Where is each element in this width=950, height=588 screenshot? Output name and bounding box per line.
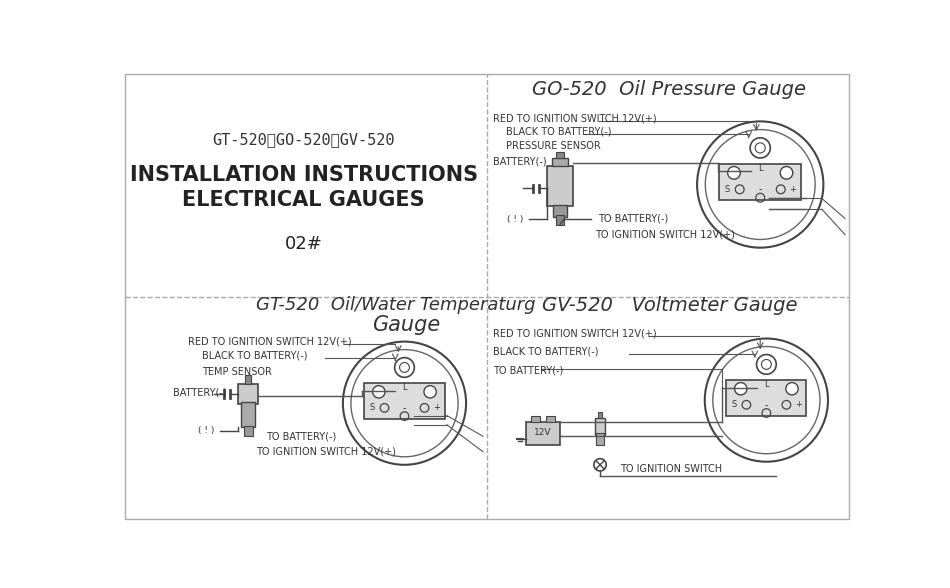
Text: -: - <box>765 400 769 410</box>
Bar <box>595 418 605 435</box>
Text: 02#: 02# <box>285 235 323 253</box>
Text: L: L <box>402 383 407 392</box>
Circle shape <box>424 386 436 398</box>
Text: TO BATTERY(-): TO BATTERY(-) <box>598 213 669 223</box>
Text: RED TO IGNITION SWITCH 12V(+): RED TO IGNITION SWITCH 12V(+) <box>188 336 352 346</box>
Text: BLACK TO BATTERY(-): BLACK TO BATTERY(-) <box>202 350 308 360</box>
Text: ( ! ): ( ! ) <box>507 215 523 223</box>
Text: GO-520  Oil Pressure Gauge: GO-520 Oil Pressure Gauge <box>532 81 807 99</box>
Text: 12V: 12V <box>534 428 552 437</box>
Text: PRESSURE SENSOR: PRESSURE SENSOR <box>506 141 600 151</box>
Circle shape <box>786 383 798 395</box>
Text: TO BATTERY(-): TO BATTERY(-) <box>493 366 563 376</box>
Text: L: L <box>758 163 763 173</box>
Text: TEMP SENSOR: TEMP SENSOR <box>202 368 272 377</box>
Bar <box>553 205 567 217</box>
Text: S: S <box>725 185 730 194</box>
Bar <box>531 416 540 422</box>
Bar <box>598 412 602 418</box>
Bar <box>556 152 564 158</box>
Text: GT-520、GO-520、GV-520: GT-520、GO-520、GV-520 <box>213 132 395 148</box>
Text: RED TO IGNITION SWITCH 12V(+): RED TO IGNITION SWITCH 12V(+) <box>493 113 656 123</box>
Text: +: + <box>795 400 802 409</box>
Text: TO BATTERY(-): TO BATTERY(-) <box>266 432 336 442</box>
Bar <box>238 384 258 404</box>
Bar <box>245 375 251 384</box>
Circle shape <box>372 386 385 398</box>
Text: S: S <box>732 400 737 409</box>
Circle shape <box>780 166 793 179</box>
Circle shape <box>728 166 740 179</box>
Circle shape <box>734 383 747 395</box>
Text: ( ! ): ( ! ) <box>198 426 214 436</box>
Bar <box>547 166 573 206</box>
Text: -: - <box>403 403 407 413</box>
Text: S: S <box>370 403 375 412</box>
Bar <box>556 215 564 225</box>
Text: TO IGNITION SWITCH 12V(+): TO IGNITION SWITCH 12V(+) <box>256 447 396 457</box>
Bar <box>552 158 568 166</box>
Text: BLACK TO BATTERY(-): BLACK TO BATTERY(-) <box>493 346 598 356</box>
Bar <box>365 383 445 419</box>
Text: L: L <box>764 380 769 389</box>
Text: +: + <box>789 185 796 194</box>
Bar <box>727 380 807 416</box>
Bar <box>526 422 560 445</box>
Bar <box>597 433 604 445</box>
Text: BLACK TO BATTERY(-): BLACK TO BATTERY(-) <box>506 126 612 136</box>
Text: RED TO IGNITION SWITCH 12V(+): RED TO IGNITION SWITCH 12V(+) <box>493 329 656 339</box>
Text: GT-520  Oil/Water Temperaturg: GT-520 Oil/Water Temperaturg <box>256 296 536 315</box>
Text: BATTERY(-): BATTERY(-) <box>174 387 227 397</box>
Text: GV-520   Voltmeter Gauge: GV-520 Voltmeter Gauge <box>542 296 797 315</box>
Text: Gauge: Gauge <box>371 315 440 335</box>
Text: INSTALLATION INSTRUCTIONS: INSTALLATION INSTRUCTIONS <box>129 165 478 185</box>
Bar <box>719 163 801 201</box>
Text: BATTERY(-): BATTERY(-) <box>493 156 546 166</box>
Text: +: + <box>433 403 440 412</box>
Text: TO IGNITION SWITCH 12V(+): TO IGNITION SWITCH 12V(+) <box>595 229 734 239</box>
Text: TO IGNITION SWITCH: TO IGNITION SWITCH <box>620 465 722 475</box>
Text: ELECTRICAL GAUGES: ELECTRICAL GAUGES <box>182 190 425 210</box>
Bar <box>546 416 556 422</box>
Bar <box>241 402 256 427</box>
Bar <box>243 426 253 436</box>
Text: -: - <box>758 184 762 194</box>
